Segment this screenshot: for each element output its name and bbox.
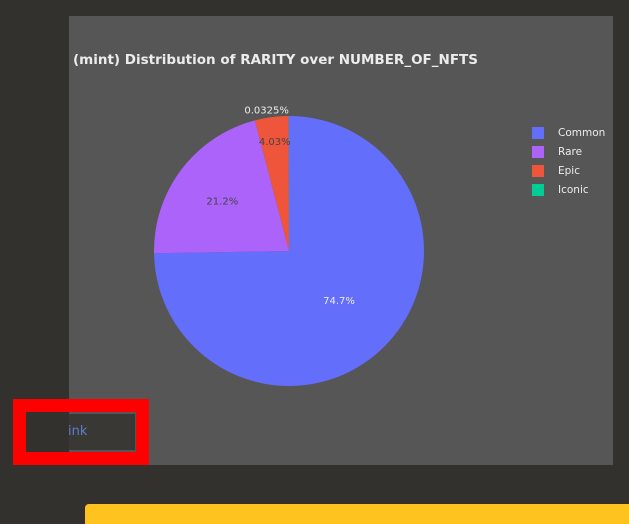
- legend-label: Epic: [558, 165, 580, 177]
- legend-swatch: [532, 146, 544, 158]
- legend-item-iconic[interactable]: Iconic: [532, 180, 605, 199]
- link-cover: [27, 414, 69, 450]
- legend-swatch: [532, 165, 544, 177]
- alert-bar: [85, 504, 629, 524]
- legend-label: Common: [558, 127, 605, 139]
- legend-swatch: [532, 127, 544, 139]
- pie-chart: 74.7% 21.2% 4.03% 0.0325%: [69, 16, 613, 465]
- legend-item-rare[interactable]: Rare: [532, 142, 605, 161]
- legend-label: Rare: [558, 146, 582, 158]
- legend-swatch: [532, 184, 544, 196]
- legend-label: Iconic: [558, 184, 589, 196]
- chart-legend: Common Rare Epic Iconic: [532, 123, 605, 199]
- slice-label-epic: 4.03%: [259, 137, 291, 148]
- legend-item-epic[interactable]: Epic: [532, 161, 605, 180]
- link[interactable]: ink: [68, 424, 87, 439]
- chart-card: (mint) Distribution of RARITY over NUMBE…: [69, 16, 613, 465]
- slice-label-iconic: 0.0325%: [244, 105, 289, 116]
- slice-label-rare: 21.2%: [206, 196, 238, 207]
- legend-item-common[interactable]: Common: [532, 123, 605, 142]
- slice-label-common: 74.7%: [323, 296, 355, 307]
